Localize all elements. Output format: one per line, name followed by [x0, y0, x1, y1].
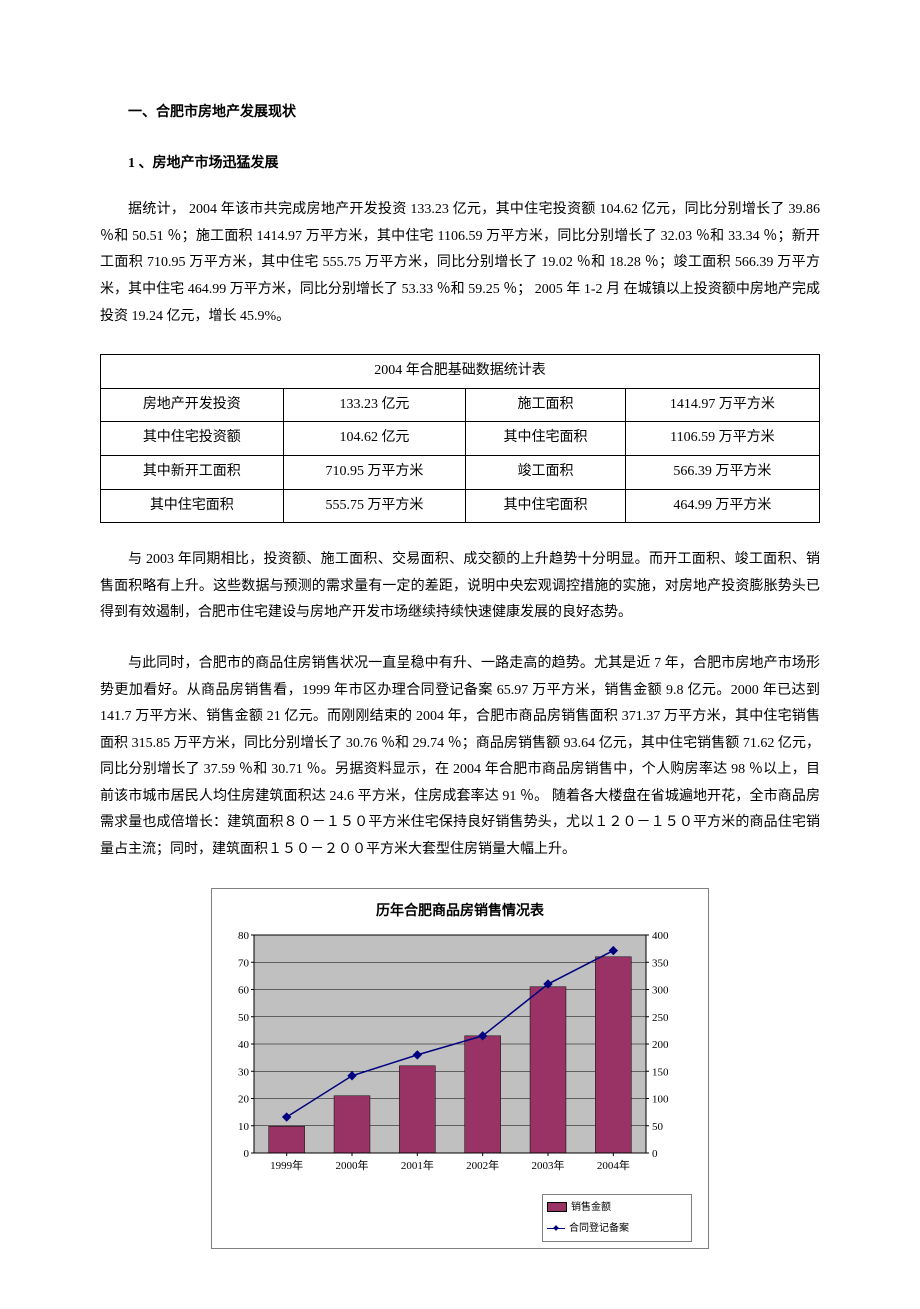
legend-label: 销售金额 — [571, 1198, 611, 1217]
table-cell: 其中住宅投资额 — [101, 422, 284, 456]
table-cell: 566.39 万平方米 — [625, 455, 819, 489]
svg-text:200: 200 — [652, 1039, 669, 1051]
svg-text:60: 60 — [238, 985, 250, 997]
paragraph-3: 与此同时，合肥市的商品住房销售状况一直呈稳中有升、一路走高的趋势。尤其是近 7 … — [100, 651, 820, 864]
chart-legend: 销售金额 合同登记备案 — [542, 1194, 692, 1242]
table-cell: 555.75 万平方米 — [283, 489, 466, 523]
table-row: 房地产开发投资 133.23 亿元 施工面积 1414.97 万平方米 — [101, 388, 820, 422]
legend-label: 合同登记备案 — [569, 1219, 629, 1238]
table-cell: 1106.59 万平方米 — [625, 422, 819, 456]
table-cell: 104.62 亿元 — [283, 422, 466, 456]
stats-table: 2004 年合肥基础数据统计表 房地产开发投资 133.23 亿元 施工面积 1… — [100, 354, 820, 523]
table-row: 其中住宅投资额 104.62 亿元 其中住宅面积 1106.59 万平方米 — [101, 422, 820, 456]
chart-title: 历年合肥商品房销售情况表 — [220, 897, 700, 924]
svg-text:300: 300 — [652, 985, 669, 997]
chart-canvas: 0 10 20 30 40 50 60 70 80 0 50 100 150 200 250 300 350 40… — [220, 929, 684, 1179]
svg-text:150: 150 — [652, 1067, 669, 1079]
sales-chart: 历年合肥商品房销售情况表 0 10 20 30 40 50 60 70 80 0 50 100 150 2… — [211, 888, 709, 1249]
svg-text:40: 40 — [238, 1039, 250, 1051]
svg-text:50: 50 — [652, 1121, 664, 1133]
table-cell: 133.23 亿元 — [283, 388, 466, 422]
table-cell: 464.99 万平方米 — [625, 489, 819, 523]
svg-text:70: 70 — [238, 958, 250, 970]
svg-text:0: 0 — [652, 1148, 658, 1160]
subsection-heading: 1 、房地产市场迅猛发展 — [100, 151, 820, 178]
svg-text:1999年: 1999年 — [270, 1158, 303, 1172]
svg-text:20: 20 — [238, 1094, 250, 1106]
svg-text:2003年: 2003年 — [532, 1158, 565, 1172]
paragraph-2: 与 2003 年同期相比，投资额、施工面积、交易面积、成交额的上升趋势十分明显。… — [100, 547, 820, 627]
table-row: 其中新开工面积 710.95 万平方米 竣工面积 566.39 万平方米 — [101, 455, 820, 489]
legend-item-line: 合同登记备案 — [547, 1218, 687, 1239]
table-cell: 其中住宅面积 — [466, 489, 626, 523]
table-cell: 竣工面积 — [466, 455, 626, 489]
legend-swatch-icon — [547, 1228, 565, 1229]
svg-text:2002年: 2002年 — [466, 1158, 499, 1172]
svg-text:30: 30 — [238, 1067, 250, 1079]
svg-text:10: 10 — [238, 1121, 250, 1133]
svg-text:350: 350 — [652, 958, 669, 970]
svg-text:2004年: 2004年 — [597, 1158, 630, 1172]
svg-text:80: 80 — [238, 930, 250, 942]
table-cell: 其中新开工面积 — [101, 455, 284, 489]
svg-text:0: 0 — [244, 1148, 250, 1160]
paragraph-1: 据统计， 2004 年该市共完成房地产开发投资 133.23 亿元，其中住宅投资… — [100, 197, 820, 330]
table-cell: 710.95 万平方米 — [283, 455, 466, 489]
table-cell: 其中住宅面积 — [466, 422, 626, 456]
table-cell: 施工面积 — [466, 388, 626, 422]
svg-text:100: 100 — [652, 1094, 669, 1106]
legend-item-bar: 销售金额 — [547, 1197, 687, 1218]
table-title: 2004 年合肥基础数据统计表 — [101, 355, 820, 389]
svg-text:2000年: 2000年 — [336, 1158, 369, 1172]
table-cell: 房地产开发投资 — [101, 388, 284, 422]
table-cell: 1414.97 万平方米 — [625, 388, 819, 422]
section-heading: 一、合肥市房地产发展现状 — [100, 100, 820, 127]
svg-text:400: 400 — [652, 930, 669, 942]
svg-text:250: 250 — [652, 1012, 669, 1024]
svg-text:50: 50 — [238, 1012, 250, 1024]
document-page: 一、合肥市房地产发展现状 1 、房地产市场迅猛发展 据统计， 2004 年该市共… — [0, 0, 920, 1309]
legend-swatch-icon — [547, 1202, 567, 1212]
table-cell: 其中住宅面积 — [101, 489, 284, 523]
svg-text:2001年: 2001年 — [401, 1158, 434, 1172]
table-row: 其中住宅面积 555.75 万平方米 其中住宅面积 464.99 万平方米 — [101, 489, 820, 523]
